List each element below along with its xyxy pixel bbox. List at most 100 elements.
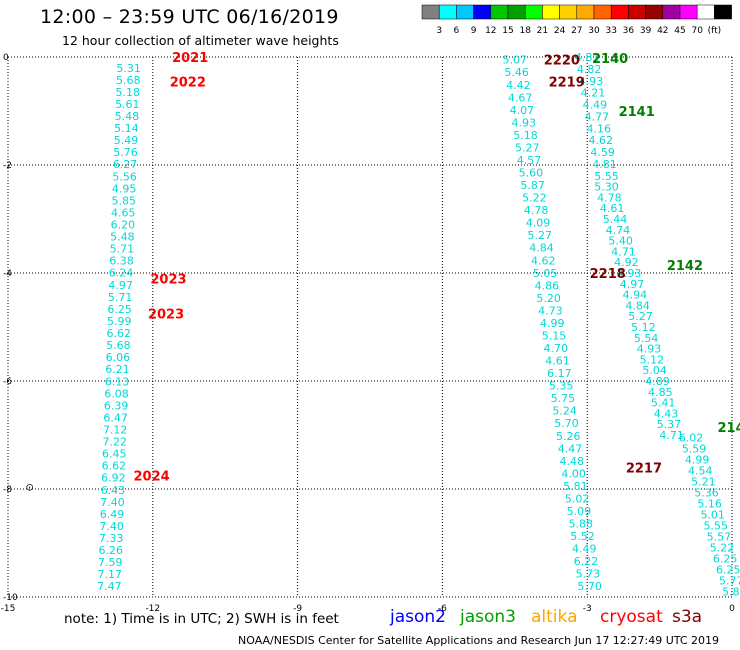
colorbar-label: (ft) bbox=[708, 26, 722, 36]
colorbar-label: 36 bbox=[623, 26, 635, 36]
swh-value: 5.27 bbox=[515, 141, 540, 154]
swh-value: 5.18 bbox=[513, 129, 538, 142]
station-marker: ⊙ bbox=[26, 482, 34, 493]
swh-value: 4.97 bbox=[108, 279, 133, 292]
swh-value: 5.22 bbox=[522, 192, 547, 205]
swh-value: 5.87 bbox=[520, 179, 545, 192]
pass-label: 2218 bbox=[590, 267, 626, 282]
swh-value: 5.60 bbox=[519, 167, 544, 180]
colorbar-label: 3 bbox=[436, 26, 442, 36]
swh-value: 4.16 bbox=[587, 122, 612, 135]
swh-value: 5.22 bbox=[710, 542, 735, 555]
swh-value: 4.42 bbox=[506, 79, 531, 92]
pass-label: 2023 bbox=[148, 308, 184, 323]
swh-value: 5.16 bbox=[697, 498, 722, 511]
swh-value: 4.70 bbox=[544, 342, 569, 355]
swh-value: 4.93 bbox=[511, 116, 536, 129]
swh-value: 4.54 bbox=[688, 465, 713, 478]
swh-value: 5.07 bbox=[503, 54, 528, 67]
swh-value: 6.21 bbox=[105, 363, 130, 376]
swh-value: 5.31 bbox=[116, 62, 141, 75]
swh-value: 5.05 bbox=[533, 267, 558, 280]
swh-value: 4.67 bbox=[508, 91, 533, 104]
swh-value: 6.27 bbox=[113, 158, 138, 171]
swh-value: 4.99 bbox=[685, 454, 710, 467]
swh-value: 5.44 bbox=[603, 213, 628, 226]
swh-value: 4.61 bbox=[545, 355, 570, 368]
swh-value: 5.48 bbox=[115, 110, 140, 123]
swh-value: 5.71 bbox=[110, 243, 135, 256]
colorbar-label: 42 bbox=[657, 26, 668, 36]
swh-value: 4.94 bbox=[623, 289, 648, 302]
swh-value: 5.30 bbox=[594, 181, 619, 194]
y-tick-label: -8 bbox=[3, 485, 12, 495]
pass-label: 2022 bbox=[170, 75, 206, 90]
swh-value: 7.22 bbox=[102, 436, 127, 449]
y-tick-label: -2 bbox=[3, 161, 12, 171]
swh-value: 5.18 bbox=[116, 86, 141, 99]
swh-value: 6.92 bbox=[101, 472, 126, 485]
swh-value: 6.24 bbox=[109, 267, 134, 280]
swh-value: 7.17 bbox=[98, 568, 123, 581]
legend-item-cryosat: cryosat bbox=[600, 607, 663, 627]
swh-value: 5.56 bbox=[112, 170, 137, 183]
swh-value: 5.40 bbox=[608, 235, 633, 248]
swh-value: 5.55 bbox=[594, 170, 619, 183]
pass-label: 2023 bbox=[150, 272, 186, 287]
y-tick-label: -6 bbox=[3, 377, 12, 387]
swh-value: 5.88 bbox=[568, 518, 593, 531]
swh-value: 4.99 bbox=[540, 317, 565, 330]
colorbar-label: 18 bbox=[519, 26, 531, 36]
swh-value: 6.62 bbox=[102, 460, 127, 473]
colorbar-swatch bbox=[714, 4, 732, 20]
swh-value: 5.21 bbox=[691, 476, 716, 489]
swh-value: 6.22 bbox=[574, 555, 599, 568]
swh-value: 7.40 bbox=[99, 520, 124, 533]
swh-value: 4.48 bbox=[560, 455, 585, 468]
swh-value: 7.33 bbox=[99, 532, 124, 545]
swh-value: 6.39 bbox=[104, 399, 129, 412]
pass-label: 214 bbox=[718, 421, 740, 436]
swh-value: 4.61 bbox=[600, 202, 625, 215]
swh-value: 5.09 bbox=[567, 505, 592, 518]
swh-value: 6.38 bbox=[109, 255, 134, 268]
swh-value: 5.20 bbox=[536, 292, 561, 305]
swh-value: 4.47 bbox=[558, 442, 583, 455]
swh-value: 5.57 bbox=[707, 531, 732, 544]
swh-value: 5.52 bbox=[570, 530, 595, 543]
footer-credit: NOAA/NESDIS Center for Satellite Applica… bbox=[238, 634, 720, 647]
legend-item-s3a: s3a bbox=[672, 607, 703, 627]
y-tick-label: -10 bbox=[3, 593, 18, 603]
swh-value: 5.15 bbox=[542, 329, 567, 342]
swh-value: 5.12 bbox=[640, 353, 665, 366]
swh-value: 4.95 bbox=[112, 182, 137, 195]
swh-value: 5.49 bbox=[114, 134, 139, 147]
swh-value: 6.25 bbox=[713, 553, 738, 566]
pass-label: 2024 bbox=[133, 470, 169, 485]
swh-value: 4.93 bbox=[617, 267, 642, 280]
swh-value: 4.43 bbox=[654, 407, 679, 420]
pass-label: 2217 bbox=[626, 461, 662, 476]
swh-value: 5.01 bbox=[700, 509, 725, 522]
colorbar-label: 70 bbox=[691, 26, 703, 36]
swh-value: 4.73 bbox=[538, 304, 563, 317]
swh-value: 6.45 bbox=[102, 448, 127, 461]
swh-value: 6.49 bbox=[100, 508, 125, 521]
swh-value: 5.27 bbox=[628, 310, 653, 323]
swh-value: 5.02 bbox=[565, 492, 590, 505]
colorbar-label: 21 bbox=[537, 26, 548, 36]
swh-value: 6.13 bbox=[105, 375, 130, 388]
swh-value: 7.40 bbox=[100, 496, 125, 509]
swh-value: 6.02 bbox=[679, 432, 704, 445]
swh-value: 4.92 bbox=[614, 256, 639, 269]
page-subtitle: 12 hour collection of altimeter wave hei… bbox=[62, 33, 339, 48]
swh-value: 6.43 bbox=[101, 484, 126, 497]
colorbar-label: 30 bbox=[588, 26, 600, 36]
swh-value: 4.93 bbox=[637, 343, 662, 356]
swh-value: 4.00 bbox=[561, 467, 586, 480]
colorbar-label: 9 bbox=[471, 26, 477, 36]
swh-value: 4.78 bbox=[597, 191, 622, 204]
swh-value: 4.49 bbox=[583, 99, 608, 112]
swh-value: 5.70 bbox=[554, 417, 579, 430]
swh-value: 5.99 bbox=[107, 315, 132, 328]
